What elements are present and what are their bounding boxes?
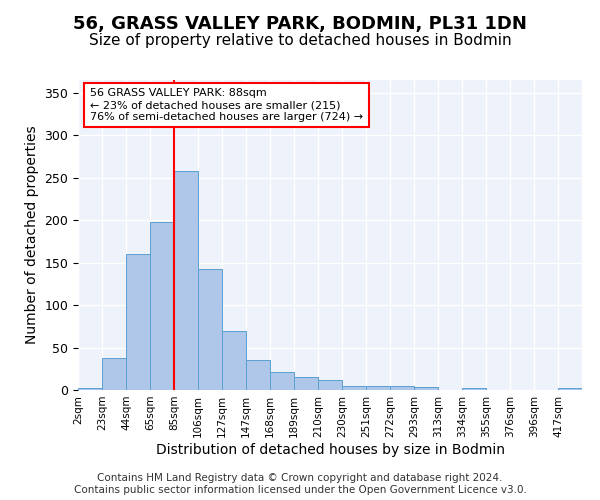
Bar: [198, 270, 222, 390]
Bar: [390, 386, 414, 390]
Bar: [462, 388, 486, 390]
Bar: [558, 388, 582, 390]
Text: 56, GRASS VALLEY PARK, BODMIN, PL31 1DN: 56, GRASS VALLEY PARK, BODMIN, PL31 1DN: [73, 15, 527, 33]
Y-axis label: Number of detached properties: Number of detached properties: [25, 126, 39, 344]
Text: Contains HM Land Registry data © Crown copyright and database right 2024.
Contai: Contains HM Land Registry data © Crown c…: [74, 474, 526, 495]
Text: 56 GRASS VALLEY PARK: 88sqm
← 23% of detached houses are smaller (215)
76% of se: 56 GRASS VALLEY PARK: 88sqm ← 23% of det…: [90, 88, 363, 122]
Bar: [78, 388, 102, 390]
Bar: [222, 330, 246, 390]
Bar: [102, 358, 126, 390]
Bar: [246, 360, 270, 390]
Bar: [174, 171, 198, 390]
Bar: [270, 372, 294, 390]
Text: Size of property relative to detached houses in Bodmin: Size of property relative to detached ho…: [89, 32, 511, 48]
Bar: [294, 378, 318, 390]
Bar: [150, 222, 174, 390]
Bar: [126, 254, 150, 390]
Bar: [318, 380, 342, 390]
Bar: [414, 386, 438, 390]
Bar: [342, 386, 366, 390]
X-axis label: Distribution of detached houses by size in Bodmin: Distribution of detached houses by size …: [155, 442, 505, 456]
Bar: [366, 386, 390, 390]
